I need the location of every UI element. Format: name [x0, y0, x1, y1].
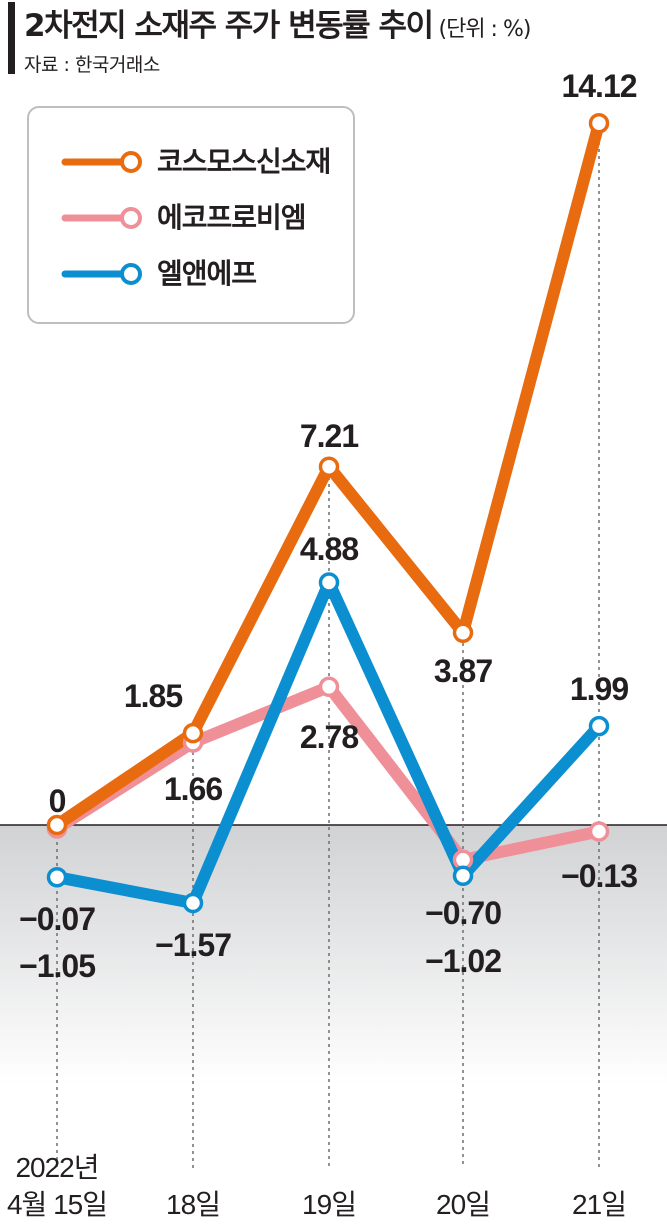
source-note: 자료 : 한국거래소 [24, 54, 160, 76]
x-year-label: 2022년 [15, 1152, 98, 1183]
point-cosmos-1 [182, 722, 204, 744]
data-label-ecopro-0: −0.07 [19, 901, 95, 937]
data-label-lnf-1: −1.57 [155, 927, 231, 963]
point-cosmos-4 [588, 112, 610, 134]
negative-region [0, 825, 667, 1085]
point-cosmos-2 [318, 456, 340, 477]
chart-title: 2차전지 소재주 주가 변동률 추이 (단위 : %) [24, 0, 532, 45]
data-label-lnf-2: 4.88 [300, 531, 358, 567]
data-label-cosmos-2: 7.21 [300, 418, 358, 454]
x-tick-label-2: 19일 [302, 1189, 356, 1220]
data-label-lnf-0: −1.05 [19, 948, 95, 984]
x-axis: 2022년 4월 15일 18일 19일 20일 21일 [7, 1152, 627, 1220]
legend-swatch-cosmos [61, 151, 142, 173]
data-label-cosmos-3: 3.87 [434, 653, 492, 689]
point-ecopro-2 [318, 676, 340, 698]
data-label-lnf-3: −1.02 [425, 943, 501, 979]
title-text: 2차전지 소재주 주가 변동률 추이 [24, 8, 434, 44]
data-label-ecopro-1: 1.66 [164, 771, 222, 807]
series-markers [46, 112, 610, 914]
data-label-ecopro-4: −0.13 [561, 858, 637, 894]
data-label-lnf-4: 1.99 [570, 671, 628, 707]
point-cosmos-0 [46, 814, 68, 836]
point-ecopro-4 [588, 821, 610, 842]
header-bar [8, 2, 15, 74]
legend-swatch-lnf [61, 263, 142, 285]
data-labels: 0 1.85 7.21 3.87 14.12 −0.07 1.66 2.78 −0.70 −0.1… [19, 68, 638, 984]
data-label-ecopro-3: −0.70 [425, 895, 501, 931]
x-tick-label-1: 18일 [166, 1189, 220, 1220]
x-tick-label-3: 20일 [436, 1189, 490, 1220]
vertical-guides [56, 128, 600, 1168]
legend-swatch-ecopro [61, 207, 142, 229]
point-lnf-4 [588, 715, 610, 737]
x-tick-label-0: 4월 15일 [7, 1189, 107, 1220]
legend: 코스모스신소재 에코프로비엠 엘앤에프 [27, 106, 355, 324]
data-label-cosmos-1: 1.85 [124, 678, 182, 714]
point-lnf-1 [182, 892, 204, 914]
point-lnf-3 [452, 865, 474, 886]
unit-label: (단위 : %) [438, 17, 532, 42]
point-cosmos-3 [452, 622, 474, 643]
data-label-cosmos-0: 0 [49, 783, 66, 819]
data-label-ecopro-2: 2.78 [300, 719, 358, 755]
x-tick-label-4: 21일 [572, 1189, 626, 1220]
legend-label-cosmos: 코스모스신소재 [157, 145, 331, 178]
legend-label-ecopro: 에코프로비엠 [157, 201, 307, 234]
point-lnf-0 [46, 866, 68, 888]
point-lnf-2 [318, 572, 340, 593]
legend-label-lnf: 엘앤에프 [157, 257, 257, 290]
data-label-cosmos-4: 14.12 [561, 68, 636, 104]
